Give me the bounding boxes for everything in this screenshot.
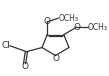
Text: Cl: Cl: [2, 41, 11, 50]
Text: O: O: [21, 62, 28, 71]
Text: O: O: [44, 17, 51, 26]
Text: OCH₃: OCH₃: [88, 23, 108, 32]
Text: O: O: [52, 54, 59, 63]
Text: O: O: [73, 23, 80, 32]
Text: OCH₃: OCH₃: [59, 14, 79, 23]
